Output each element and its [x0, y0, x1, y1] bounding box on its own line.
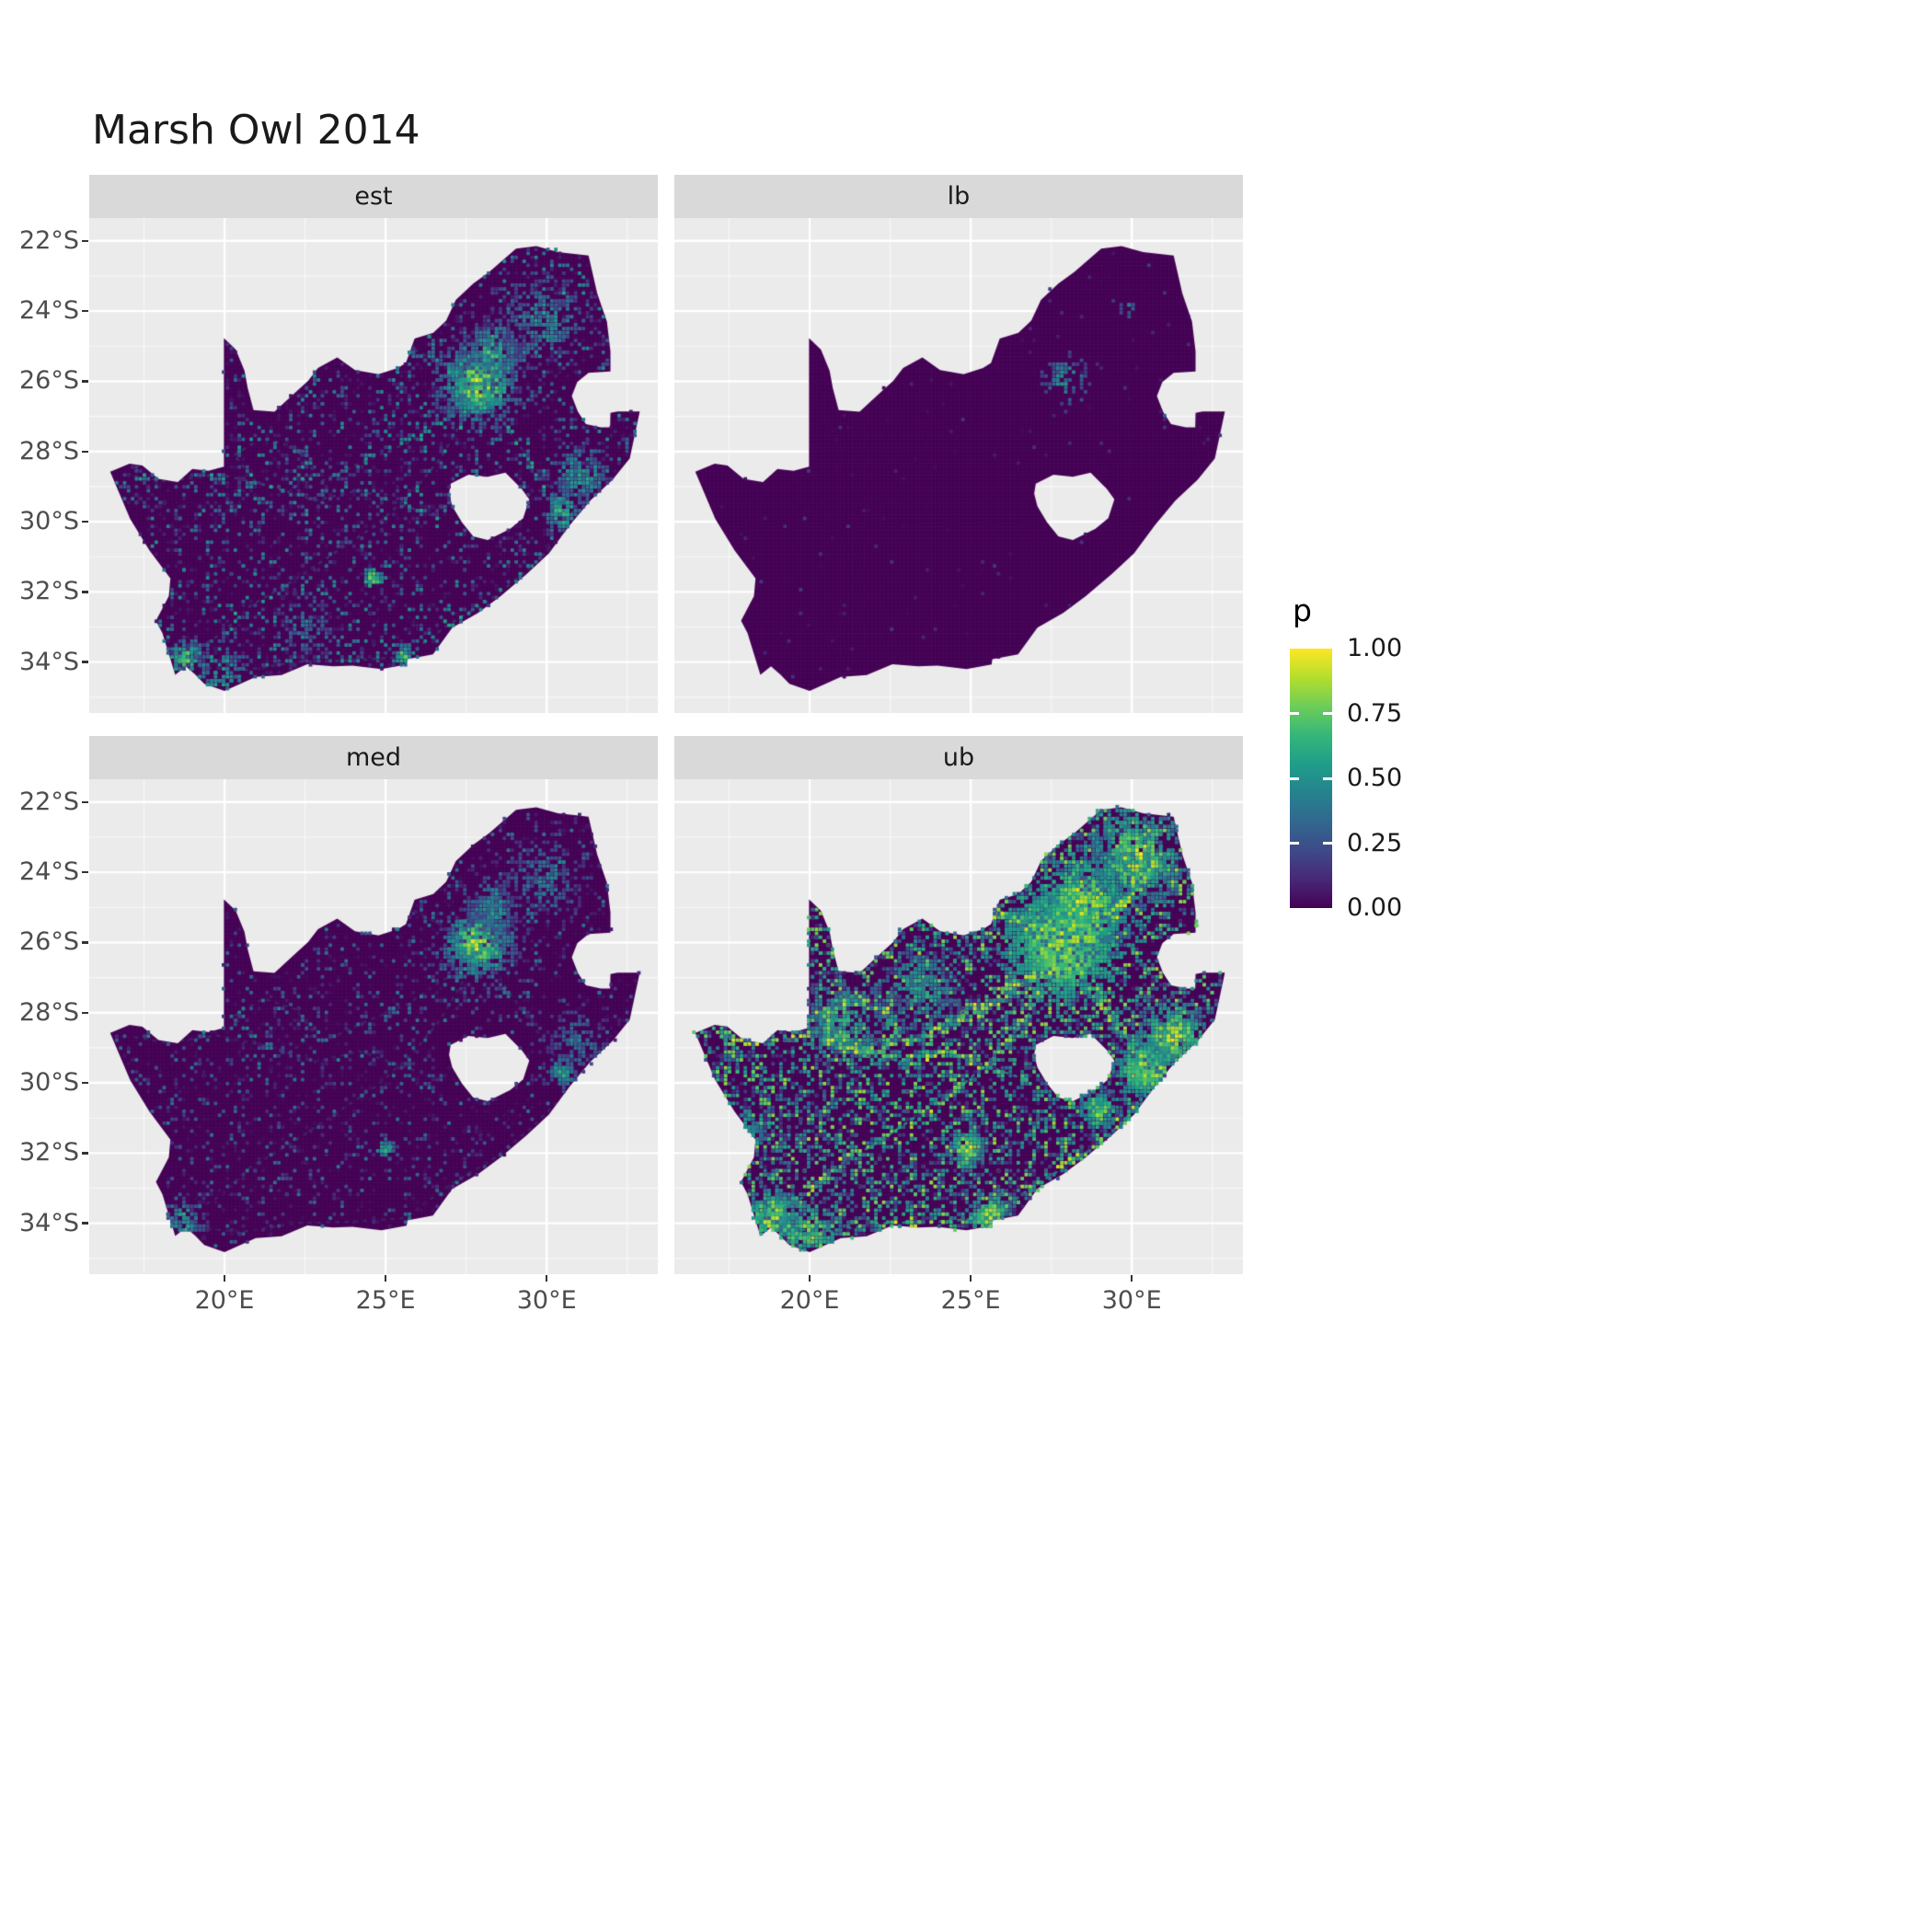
colorbar-tick — [1323, 712, 1332, 715]
y-tick — [82, 450, 88, 453]
y-tick-label: 32°S — [19, 577, 79, 606]
x-tick — [808, 1275, 811, 1282]
y-tick — [82, 870, 88, 874]
y-tick-label: 34°S — [19, 1208, 79, 1237]
legend-tick-label: 1.00 — [1347, 634, 1403, 662]
x-tick-label: 25°E — [940, 1286, 1001, 1315]
y-tick — [82, 1011, 88, 1014]
y-tick-label: 32°S — [19, 1138, 79, 1167]
legend-tick-label: 0.25 — [1347, 828, 1403, 857]
y-tick — [82, 309, 88, 313]
legend-tick-label: 0.50 — [1347, 764, 1403, 792]
colorbar-tick — [1323, 776, 1332, 780]
x-tick-label: 30°E — [516, 1286, 577, 1315]
y-tick — [82, 520, 88, 523]
legend-tick-label: 0.00 — [1347, 893, 1403, 922]
x-tick-label: 25°E — [355, 1286, 416, 1315]
y-tick — [82, 591, 88, 593]
legend-tick-label: 0.75 — [1347, 698, 1403, 728]
plot-title: Marsh Owl 2014 — [92, 107, 420, 154]
y-tick-label: 28°S — [19, 436, 79, 466]
y-tick — [82, 1222, 88, 1225]
facet-strip-label: est — [354, 182, 393, 211]
x-tick — [1131, 1275, 1133, 1282]
colorbar-tick — [1290, 776, 1299, 780]
y-tick-label: 24°S — [19, 296, 79, 326]
facet-strip-med: med — [89, 736, 658, 779]
y-tick-label: 34°S — [19, 647, 79, 676]
y-tick-label: 30°S — [19, 1068, 79, 1098]
facet-strip-est: est — [89, 175, 658, 218]
map-panel-est — [89, 218, 658, 713]
y-tick-label: 24°S — [19, 857, 79, 887]
map-panel-med — [89, 779, 658, 1274]
x-tick — [223, 1275, 226, 1282]
facet-strip-label: med — [345, 743, 402, 772]
facet-strip-label: lb — [947, 182, 971, 211]
map-panel-lb — [674, 218, 1243, 713]
y-tick — [82, 1081, 88, 1085]
facet-strip-lb: lb — [674, 175, 1243, 218]
y-tick-label: 30°S — [19, 507, 79, 536]
y-tick-label: 26°S — [19, 366, 79, 396]
facet-strip-label: ub — [942, 743, 975, 772]
y-tick — [82, 661, 88, 663]
y-tick — [82, 800, 88, 803]
map-panel-ub — [674, 779, 1243, 1274]
y-tick-label: 26°S — [19, 927, 79, 957]
colorbar-tick — [1290, 712, 1299, 715]
x-tick-label: 30°E — [1101, 1286, 1162, 1315]
y-tick — [82, 1152, 88, 1155]
y-tick-label: 22°S — [19, 225, 79, 255]
x-tick — [969, 1275, 972, 1282]
y-tick — [82, 239, 88, 242]
legend-title: p — [1293, 592, 1312, 628]
y-tick — [82, 380, 88, 383]
colorbar-tick — [1323, 842, 1332, 845]
colorbar-tick — [1290, 842, 1299, 845]
x-tick — [546, 1275, 548, 1282]
facet-strip-ub: ub — [674, 736, 1243, 779]
y-tick — [82, 941, 88, 944]
y-tick-label: 22°S — [19, 787, 79, 816]
x-tick-label: 20°E — [779, 1286, 840, 1315]
x-tick-label: 20°E — [194, 1286, 255, 1315]
y-tick-label: 28°S — [19, 997, 79, 1027]
x-tick — [384, 1275, 387, 1282]
